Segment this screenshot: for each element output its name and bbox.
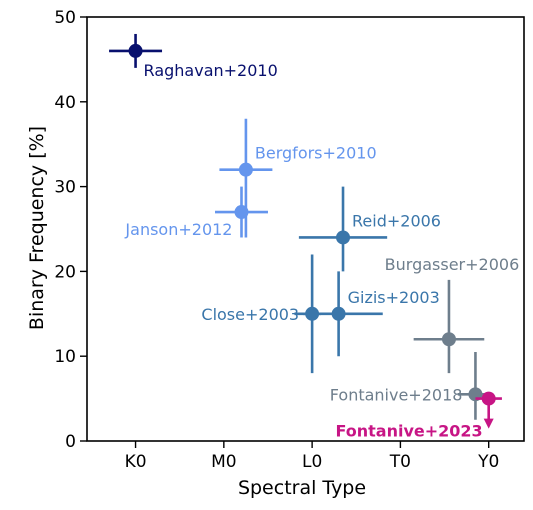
y-tick-label: 10 xyxy=(54,347,76,367)
data-marker xyxy=(331,306,346,321)
y-tick-label: 50 xyxy=(54,8,76,28)
data-point-label: Close+2003 xyxy=(201,305,299,324)
data-point-label: Raghavan+2010 xyxy=(144,61,278,80)
x-tick-label: T0 xyxy=(389,452,411,472)
data-point-group: Burgasser+2006 xyxy=(385,255,520,374)
x-tick-label: Y0 xyxy=(477,452,499,472)
data-point-label: Reid+2006 xyxy=(352,211,441,230)
data-marker xyxy=(238,162,253,177)
data-point-group: Fontanive+2023 xyxy=(335,391,502,441)
data-point-label: Burgasser+2006 xyxy=(385,255,520,274)
data-point-group: Reid+2006 xyxy=(298,186,441,272)
y-tick-label: 30 xyxy=(54,178,76,198)
data-point-group: Bergfors+2010 xyxy=(219,118,377,238)
x-tick-label: L0 xyxy=(302,452,322,472)
data-point-label: Janson+2012 xyxy=(124,220,232,239)
axes: K0 M0 L0 T0 Y0 0 10 20 30 40 50 xyxy=(54,8,525,472)
data-point-label: Bergfors+2010 xyxy=(255,144,377,163)
y-tick-label: 0 xyxy=(65,432,76,452)
x-tick-label: M0 xyxy=(211,452,236,472)
data-marker xyxy=(441,332,456,347)
y-tick-label: 20 xyxy=(54,262,76,282)
plot-frame xyxy=(86,16,525,442)
y-tick-label: 40 xyxy=(54,93,76,113)
data-point-group: Raghavan+2010 xyxy=(109,33,278,80)
data-point-label: Gizis+2003 xyxy=(348,288,440,307)
data-point-label: Fontanive+2023 xyxy=(335,422,482,441)
data-marker xyxy=(128,43,143,58)
x-tick-label: K0 xyxy=(125,452,147,472)
data-point-group: Fontanive+2018 xyxy=(330,351,494,420)
y-axis-label: Binary Frequency [%] xyxy=(26,126,48,330)
data-layer: Raghavan+2010 Bergfors+2010 Janson+2012 Rei… xyxy=(109,33,520,441)
upper-limit-arrowhead xyxy=(483,418,494,429)
data-point-group: Janson+2012 xyxy=(124,186,268,239)
data-point-group: Gizis+2003 xyxy=(294,271,440,357)
x-axis-label: Spectral Type xyxy=(238,477,366,499)
data-marker xyxy=(481,391,496,406)
data-marker xyxy=(336,230,351,245)
data-marker xyxy=(234,205,249,220)
data-point-label: Fontanive+2018 xyxy=(330,385,463,404)
